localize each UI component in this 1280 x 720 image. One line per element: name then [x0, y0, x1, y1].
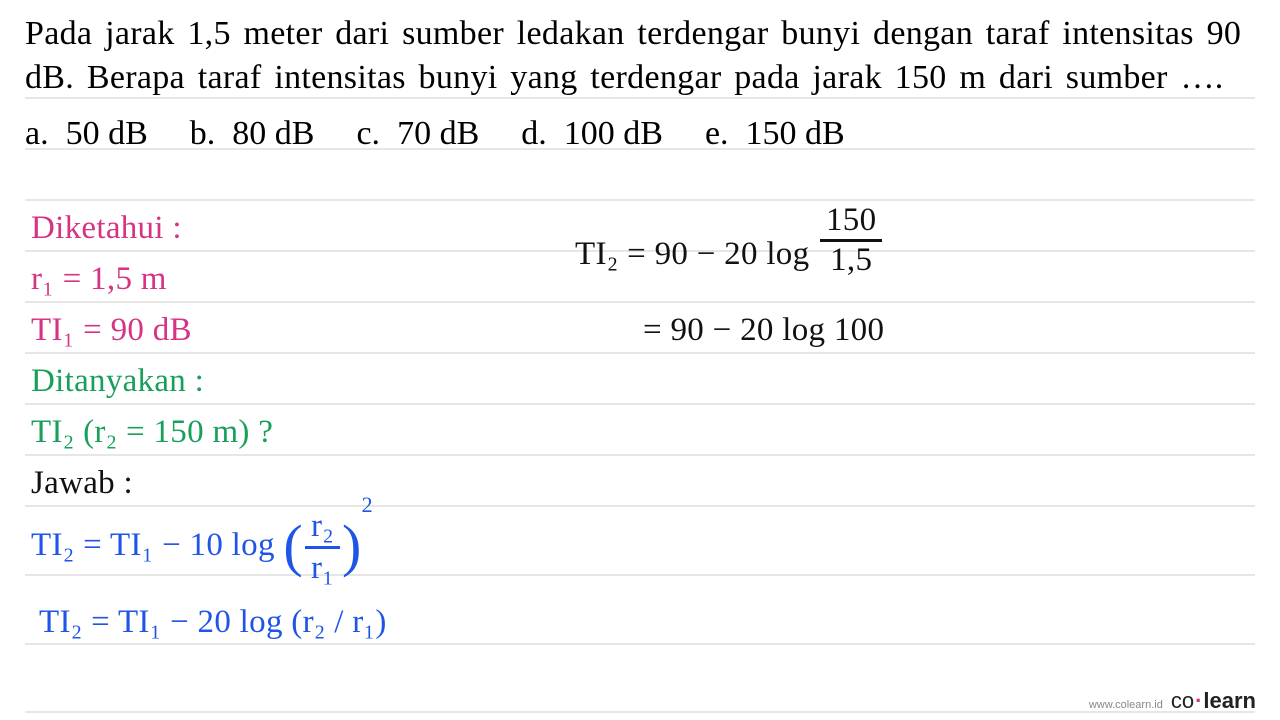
rule-line [25, 456, 1255, 507]
rule-line [25, 303, 1255, 354]
hand-ti2-question: TI₂ (r₂ = 150 m) ? [31, 414, 273, 451]
hand-formula2: TI₂ = TI₁ − 20 log (r₂ / r₁) [39, 604, 387, 641]
hand-r1: r₁ = 1,5 m [31, 261, 167, 298]
hand-formula1-den: r₁ [305, 550, 340, 587]
paren-left-icon: ( [283, 512, 303, 579]
fraction-bar [305, 546, 340, 549]
hand-jawab-label: Jawab : [31, 465, 133, 502]
hand-formula1-exp: 2 [362, 492, 373, 517]
watermark-logo-learn: learn [1203, 688, 1256, 713]
rule-line [25, 99, 1255, 150]
watermark-url: www.colearn.id [1089, 699, 1163, 711]
hand-diketahui-label: Diketahui : [31, 210, 182, 247]
paren-right-icon: ) [342, 512, 362, 579]
watermark: www.colearn.id co·learn [1089, 688, 1256, 714]
watermark-logo-co: co [1171, 688, 1194, 713]
ruled-area: Diketahui : r₁ = 1,5 m TI₁ = 90 dB Ditan… [25, 190, 1255, 710]
watermark-logo-dot: · [1194, 688, 1203, 713]
hand-step1: TI₂ = 90 − 20 log 150 1,5 [575, 202, 884, 279]
page: Pada jarak 1,5 meter dari sumber ledakan… [25, 10, 1255, 710]
hand-formula1-num: r₂ [305, 508, 340, 545]
hand-step1-frac: 150 1,5 [820, 202, 882, 279]
rule-line [25, 354, 1255, 405]
hand-ditanyakan-label: Ditanyakan : [31, 363, 204, 400]
hand-ti1: TI₁ = 90 dB [31, 312, 192, 349]
hand-formula1: TI₂ = TI₁ − 10 log ( r₂ r₁ )2 [31, 508, 373, 587]
hand-step1-den: 1,5 [820, 242, 882, 279]
rule-line [25, 48, 1255, 99]
hand-step1-num: 150 [820, 202, 882, 242]
hand-formula1-lhs: TI₂ = TI₁ − 10 log [31, 527, 275, 563]
rule-line [25, 150, 1255, 201]
hand-step1-lhs: TI₂ = 90 − 20 log [575, 236, 809, 272]
hand-step2: = 90 − 20 log 100 [643, 312, 884, 349]
hand-formula1-frac: r₂ r₁ [305, 508, 340, 587]
rule-line [25, 662, 1255, 713]
watermark-logo: co·learn [1171, 688, 1256, 714]
